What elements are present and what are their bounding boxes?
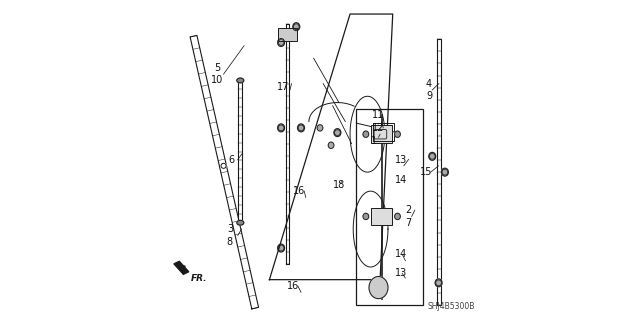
Text: 16: 16 <box>287 281 300 291</box>
FancyBboxPatch shape <box>371 125 392 143</box>
Ellipse shape <box>369 277 388 299</box>
FancyBboxPatch shape <box>278 28 297 41</box>
Ellipse shape <box>363 213 369 219</box>
Ellipse shape <box>278 39 285 47</box>
Text: 3: 3 <box>227 224 233 234</box>
Ellipse shape <box>298 124 305 132</box>
Text: 2: 2 <box>405 205 412 215</box>
Text: 5: 5 <box>214 63 220 73</box>
Text: 4: 4 <box>426 78 432 89</box>
Text: 11: 11 <box>372 110 385 120</box>
Ellipse shape <box>278 244 285 252</box>
Ellipse shape <box>317 125 323 131</box>
FancyBboxPatch shape <box>371 208 392 225</box>
Ellipse shape <box>442 168 449 176</box>
Ellipse shape <box>278 124 285 132</box>
Text: 14: 14 <box>394 249 407 259</box>
Polygon shape <box>174 261 189 274</box>
Text: 14: 14 <box>394 175 407 185</box>
Text: 1: 1 <box>371 136 377 145</box>
Ellipse shape <box>334 129 341 137</box>
Ellipse shape <box>395 213 401 219</box>
Ellipse shape <box>429 152 436 160</box>
Text: 13: 13 <box>394 268 407 278</box>
Ellipse shape <box>435 279 442 287</box>
Ellipse shape <box>395 131 401 137</box>
Text: 10: 10 <box>211 76 223 85</box>
Text: 17: 17 <box>278 82 290 92</box>
Ellipse shape <box>237 78 244 83</box>
Text: 8: 8 <box>227 237 233 247</box>
Text: SHJ4B5300B: SHJ4B5300B <box>428 302 475 311</box>
Circle shape <box>221 163 226 168</box>
Text: 9: 9 <box>426 91 432 101</box>
Text: FR.: FR. <box>190 274 207 283</box>
Text: 7: 7 <box>405 218 412 228</box>
Ellipse shape <box>328 142 334 148</box>
Text: 18: 18 <box>333 180 345 190</box>
Text: 16: 16 <box>293 186 305 196</box>
Text: 15: 15 <box>420 167 432 177</box>
Text: 12: 12 <box>372 123 385 133</box>
Ellipse shape <box>363 131 369 137</box>
Ellipse shape <box>293 23 300 31</box>
Ellipse shape <box>237 220 244 225</box>
Text: 13: 13 <box>394 154 407 165</box>
Text: 6: 6 <box>228 154 234 165</box>
